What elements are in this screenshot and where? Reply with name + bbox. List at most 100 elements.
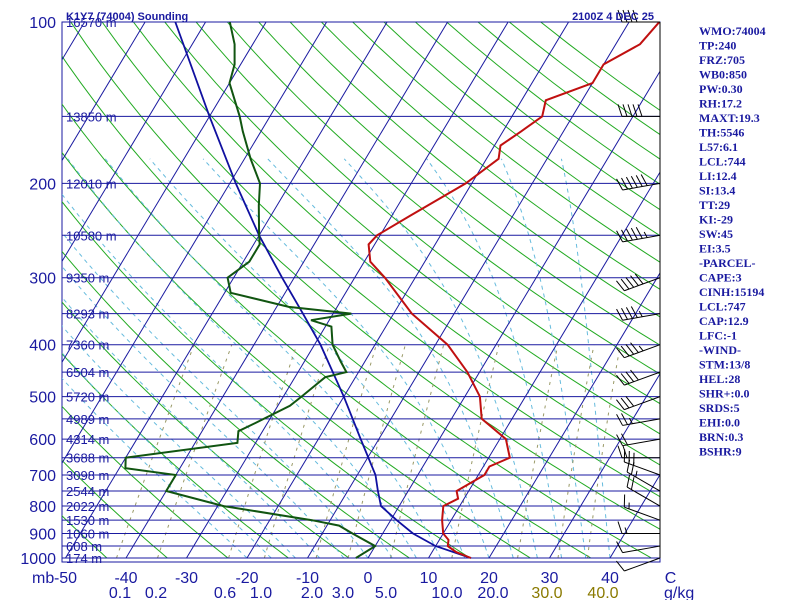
wind-barb [623,494,661,521]
index-line: EI:3.5 [699,242,731,256]
mixing-ratio-tick-label: 5.0 [375,585,397,600]
height-label: 9350 m [66,271,109,286]
index-line: KI:-29 [699,213,733,227]
height-label: 2022 m [66,499,109,514]
height-label: 16570 m [66,15,117,30]
mixing-ratio-tick-label: 20.0 [477,585,508,600]
moist-adiabat [62,265,345,559]
index-line: LI:12.4 [699,169,737,183]
height-label: 5720 m [66,390,109,405]
pressure-tick-label: 600 [29,432,56,449]
pressure-tick-label: 700 [29,468,56,485]
moist-adiabat [202,158,490,559]
height-label: 608 m [66,539,102,554]
mixing-ratio-tick-label: 2.0 [301,585,323,600]
height-label: 174 m [66,551,102,566]
temperature-tick-label: 20 [480,570,498,587]
pressure-tick-label: 800 [29,499,56,516]
height-label: 2544 m [66,484,109,499]
isotherm [246,22,570,559]
station-title: K1Y7 (74004) Sounding [66,11,188,23]
mixing-ratio-tick-label: 30.0 [531,585,562,600]
mixing-ratio-tick-label: 0.2 [145,585,167,600]
height-label: 3688 m [66,451,109,466]
temperature-tick-label: 0 [364,570,373,587]
index-line: EHI:0.0 [699,416,740,430]
pressure-tick-label: 200 [29,176,56,193]
index-line: WB0:850 [699,68,747,82]
moist-adiabat [62,193,393,559]
pressure-tick-label: 300 [29,271,56,288]
wind-barb [616,227,661,243]
mixing-ratio-tick-label: 40.0 [587,585,618,600]
sounding-curves [124,22,660,559]
height-label: 1060 m [66,526,109,541]
index-line: LCL:744 [699,155,746,169]
height-label: 4314 m [66,432,109,447]
time-title: 2100Z 4 DEC 25 [572,11,654,23]
mixing-ratio-unit-label: g/kg [664,585,694,600]
index-line: MAXT:19.3 [699,111,760,125]
index-line: -WIND- [699,343,741,357]
index-line: TP:240 [699,39,736,53]
moist-adiabat [500,158,587,559]
wind-barb [616,541,661,554]
wind-barb [626,474,661,507]
isotherm [367,70,660,559]
isotherm [125,22,449,559]
wind-barb [617,104,660,117]
isotherm [549,372,660,559]
plot-frame [61,21,661,563]
wind-barb [616,306,661,321]
height-label: 13850 m [66,109,117,124]
temperature-tick-label: -50 [54,570,77,587]
wind-barb [616,342,661,359]
wind-barb [617,445,660,459]
index-line: RH:17.2 [699,97,742,111]
moist-adiabat [149,158,466,559]
pressure-tick-label: 500 [29,390,56,407]
temperature-tick-label: -40 [114,570,137,587]
isotherm [62,22,267,364]
temperature-tick-label: -10 [296,570,319,587]
height-label: 3098 m [66,468,109,483]
index-line: LCL:747 [699,300,746,314]
moist-adiabat [426,158,563,559]
index-line: WMO:74004 [699,24,766,38]
wind-barb [616,413,661,426]
index-line: HEL:28 [699,372,740,386]
moist-adiabat [67,158,417,559]
isotherm [428,171,660,559]
moist-adiabat [343,158,538,559]
index-line: SW:45 [699,227,733,241]
pressure-tick-label: 100 [29,15,56,32]
mixing-ratio-tick-label: 3.0 [332,585,354,600]
wind-barb [617,9,660,23]
height-label: 4989 m [66,412,109,427]
isotherm [62,22,207,263]
index-line: -PARCEL- [699,256,755,270]
parcel-trace [174,22,472,559]
pressure-tick-label: 1000 [20,551,56,568]
index-line: TH:5546 [699,126,744,140]
isotherm [62,22,328,464]
isotherm [0,22,24,558]
stability-indices: WMO:74004TP:240FRZ:705WB0:850PW:0.30RH:1… [699,24,766,459]
moist-adiabat [267,158,514,559]
index-line: PW:0.30 [699,82,743,96]
isotherm [186,22,509,559]
moist-adiabat [62,325,296,559]
moist-adiabat [62,352,272,559]
isotherm [65,22,388,559]
index-line: BRN:0.3 [699,430,743,444]
wind-barb [616,557,661,572]
temperature-tick-label: 10 [420,570,438,587]
index-line: STM:13/8 [699,358,750,372]
index-line: CAPE:3 [699,271,742,285]
isotherm [62,22,146,162]
index-line: BSHR:9 [699,445,742,459]
temperature-tick-label: 30 [541,570,559,587]
wind-barb [617,521,660,534]
temperature-tick-label: C [665,570,677,587]
